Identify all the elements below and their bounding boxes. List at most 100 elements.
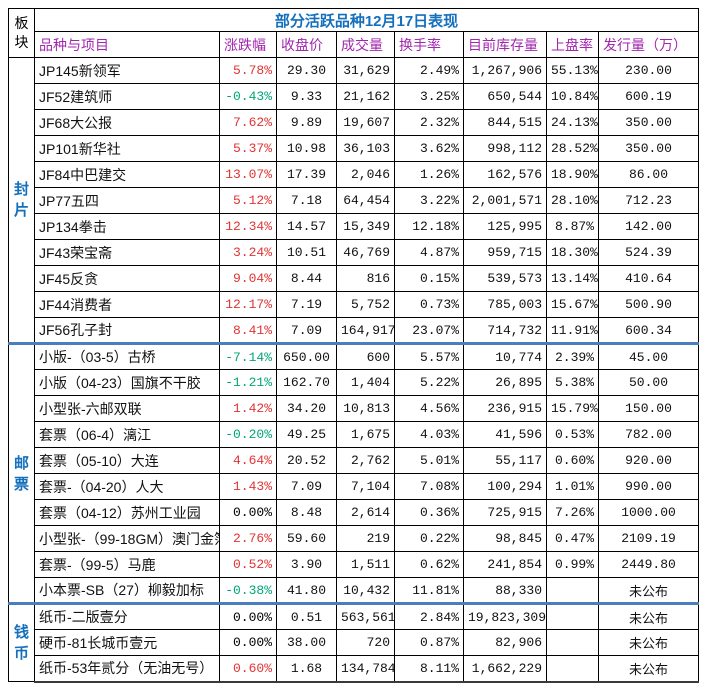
row-inventory: 19,823,309 xyxy=(463,602,547,630)
row-change: -0.38% xyxy=(219,577,277,604)
row-close: 3.90 xyxy=(276,551,337,578)
row-volume: 219 xyxy=(336,525,395,552)
row-turnover: 0.62% xyxy=(394,551,464,578)
row-listing-rate: 7.26% xyxy=(546,499,599,526)
row-listing-rate: 2.39% xyxy=(546,342,599,370)
column-header-inventory: 目前库存量 xyxy=(463,31,547,58)
row-volume: 64,454 xyxy=(336,187,395,214)
row-change: 1.42% xyxy=(219,395,277,422)
row-issuance: 410.64 xyxy=(598,265,699,292)
row-issuance: 2109.19 xyxy=(598,525,699,552)
row-change: 13.07% xyxy=(219,161,277,188)
row-turnover: 8.11% xyxy=(394,655,464,683)
row-inventory: 785,003 xyxy=(463,291,547,318)
row-listing-rate xyxy=(546,629,599,656)
row-inventory: 1,662,229 xyxy=(463,655,547,683)
table-row: 套票（04-12）苏州工业园 0.00% 8.48 2,614 0.36% 725,915… xyxy=(9,499,699,526)
row-close: 17.39 xyxy=(276,161,337,188)
row-issuance: 2449.80 xyxy=(598,551,699,578)
row-turnover: 11.81% xyxy=(394,577,464,604)
row-inventory: 88,330 xyxy=(463,577,547,604)
row-issuance: 45.00 xyxy=(598,342,699,370)
row-volume: 10,813 xyxy=(336,395,395,422)
table-row: 纸币-53年贰分（无油无号） 0.60% 1.68 134,784 8.11% 1,662… xyxy=(9,655,699,683)
row-listing-rate: 8.87% xyxy=(546,213,599,240)
table-row: JF44消费者 12.17% 7.19 5,752 0.73% 785,003 15.67%… xyxy=(9,291,699,318)
row-name: JP101新华社 xyxy=(34,135,220,162)
row-inventory: 725,915 xyxy=(463,499,547,526)
table-row: 套票（05-10）大连 4.64% 20.52 2,762 5.01% 55,117 0.6… xyxy=(9,447,699,474)
row-issuance: 920.00 xyxy=(598,447,699,474)
row-close: 38.00 xyxy=(276,629,337,656)
row-close: 34.20 xyxy=(276,395,337,422)
row-listing-rate: 18.90% xyxy=(546,161,599,188)
row-issuance: 未公布 xyxy=(598,577,699,604)
row-close: 7.18 xyxy=(276,187,337,214)
table-row: JF43荣宝斋 3.24% 10.51 46,769 4.87% 959,715 18.30… xyxy=(9,239,699,266)
table-row: 套票-（04-20）人大 1.43% 7.09 7,104 7.08% 100,294 1.… xyxy=(9,473,699,500)
column-header-name: 品种与项目 xyxy=(34,31,220,58)
row-listing-rate: 15.67% xyxy=(546,291,599,318)
column-header-listing-rate: 上盘率 xyxy=(546,31,599,58)
row-turnover: 4.87% xyxy=(394,239,464,266)
sector-label: 邮票 xyxy=(8,342,35,604)
row-close: 7.09 xyxy=(276,317,337,344)
column-header-row: 品种与项目 涨跌幅 收盘价 成交量 换手率 目前库存量 上盘率 发行量（万） xyxy=(9,31,699,58)
row-change: 2.76% xyxy=(219,525,277,552)
row-volume: 1,511 xyxy=(336,551,395,578)
row-name: 套票（06-4）漓江 xyxy=(34,421,220,448)
row-close: 8.48 xyxy=(276,499,337,526)
row-issuance: 未公布 xyxy=(598,602,699,630)
row-listing-rate: 55.13% xyxy=(546,57,599,84)
row-turnover: 2.32% xyxy=(394,109,464,136)
row-listing-rate: 15.79% xyxy=(546,395,599,422)
row-volume: 1,404 xyxy=(336,369,395,396)
table-row: 小本票-SB（27）柳毅加标 -0.38% 41.80 10,432 11.81% 88,… xyxy=(9,577,699,604)
row-close: 59.60 xyxy=(276,525,337,552)
row-turnover: 1.26% xyxy=(394,161,464,188)
table-row: JP134拳击 12.34% 14.57 15,349 12.18% 125,995 8.8… xyxy=(9,213,699,240)
row-change: -7.14% xyxy=(219,342,277,370)
row-close: 7.09 xyxy=(276,473,337,500)
column-header-volume: 成交量 xyxy=(336,31,395,58)
row-turnover: 12.18% xyxy=(394,213,464,240)
row-name: JF84中巴建交 xyxy=(34,161,220,188)
row-inventory: 55,117 xyxy=(463,447,547,474)
row-issuance: 500.90 xyxy=(598,291,699,318)
row-turnover: 5.57% xyxy=(394,342,464,370)
row-listing-rate: 24.13% xyxy=(546,109,599,136)
row-volume: 19,607 xyxy=(336,109,395,136)
row-name: JF56孔子封 xyxy=(34,317,220,344)
row-listing-rate xyxy=(546,602,599,630)
row-inventory: 959,715 xyxy=(463,239,547,266)
row-volume: 164,917 xyxy=(336,317,395,344)
row-turnover: 5.01% xyxy=(394,447,464,474)
table-row: JP77五四 5.12% 7.18 64,454 3.22% 2,001,571 28.10… xyxy=(9,187,699,214)
column-header-issuance: 发行量（万） xyxy=(598,31,699,58)
row-listing-rate xyxy=(546,577,599,604)
row-volume: 46,769 xyxy=(336,239,395,266)
row-listing-rate: 1.01% xyxy=(546,473,599,500)
table-row: JF68大公报 7.62% 9.89 19,607 2.32% 844,515 24.13%… xyxy=(9,109,699,136)
row-turnover: 3.25% xyxy=(394,83,464,110)
row-listing-rate: 0.99% xyxy=(546,551,599,578)
row-inventory: 241,854 xyxy=(463,551,547,578)
row-listing-rate: 11.91% xyxy=(546,317,599,344)
row-volume: 1,675 xyxy=(336,421,395,448)
row-volume: 15,349 xyxy=(336,213,395,240)
row-name: 小本票-SB（27）柳毅加标 xyxy=(34,577,220,604)
row-issuance: 150.00 xyxy=(598,395,699,422)
row-change: 5.37% xyxy=(219,135,277,162)
row-change: 12.17% xyxy=(219,291,277,318)
row-turnover: 3.22% xyxy=(394,187,464,214)
row-inventory: 844,515 xyxy=(463,109,547,136)
row-inventory: 82,906 xyxy=(463,629,547,656)
row-name: 套票（05-10）大连 xyxy=(34,447,220,474)
market-table: 板块 部分活跃品种12月17日表现 品种与项目 涨跌幅 收盘价 成交量 换手率 … xyxy=(8,8,699,683)
row-close: 29.30 xyxy=(276,57,337,84)
table-row: 套票（06-4）漓江 -0.20% 49.25 1,675 4.03% 41,596 0.5… xyxy=(9,421,699,448)
row-change: 12.34% xyxy=(219,213,277,240)
row-volume: 2,614 xyxy=(336,499,395,526)
row-close: 10.98 xyxy=(276,135,337,162)
row-turnover: 0.87% xyxy=(394,629,464,656)
